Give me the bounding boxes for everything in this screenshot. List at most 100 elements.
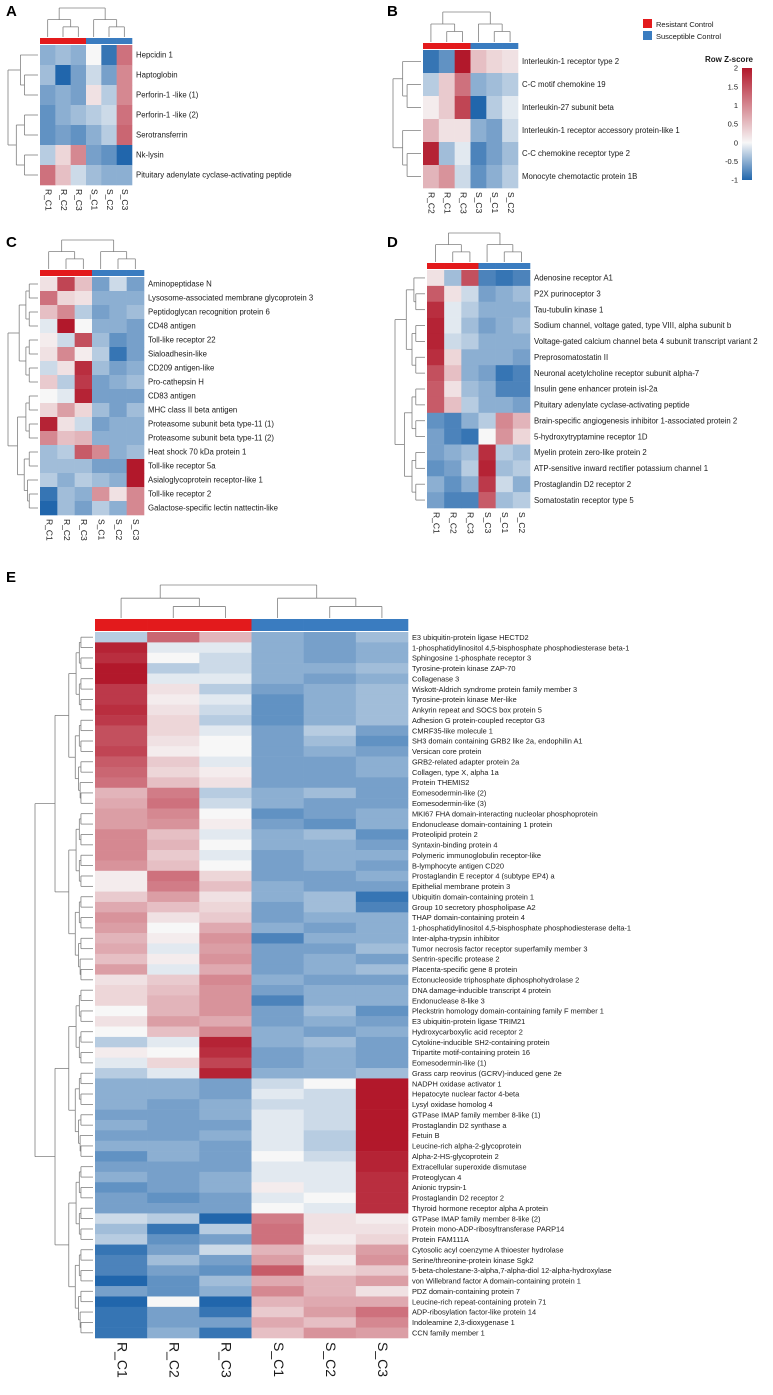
heatmap-cell — [303, 818, 357, 830]
group-bar-resistant — [55, 38, 71, 44]
heatmap-cell — [147, 632, 200, 643]
row-label: Protein FAM111A — [412, 1235, 469, 1244]
heatmap-cell — [495, 365, 514, 382]
heatmap-cell — [495, 460, 514, 477]
heatmap-cell — [251, 839, 304, 851]
heatmap-cell — [95, 829, 148, 840]
heatmap-cell — [251, 985, 304, 996]
heatmap-cell — [199, 1099, 252, 1110]
column-label: R_C2 — [449, 512, 459, 534]
heatmap-cell — [199, 901, 252, 913]
heatmap-cell — [95, 1078, 148, 1090]
heatmap-cell — [74, 375, 93, 390]
heatmap-cell — [95, 725, 148, 737]
group-bar-resistant — [438, 43, 455, 49]
row-label: Indoleamine 2,3-dioxygenase 1 — [412, 1318, 515, 1327]
row-label: Serotransferrin — [136, 131, 188, 140]
heatmap-cell — [478, 492, 496, 509]
row-label: Hydroxycarboxylic acid receptor 2 — [412, 1027, 523, 1036]
heatmap-cell — [251, 891, 304, 903]
heatmap-cell — [512, 381, 531, 398]
heatmap-cell — [444, 428, 462, 445]
heatmap-cell — [126, 445, 145, 460]
panel-label-E: E — [6, 569, 16, 586]
heatmap-cell — [355, 1306, 409, 1318]
row-label: Versican core protein — [412, 747, 481, 756]
heatmap-cell — [70, 105, 87, 126]
heatmap-cell — [303, 704, 357, 716]
column-label: S_C3 — [483, 512, 493, 534]
heatmap-cell — [199, 829, 252, 840]
heatmap-cell — [478, 365, 496, 382]
heatmap-cell — [355, 1213, 409, 1225]
heatmap-cell — [303, 1306, 357, 1318]
heatmap-cell — [303, 798, 357, 809]
heatmap-cell — [303, 1171, 357, 1183]
heatmap-cell — [147, 1088, 200, 1100]
heatmap-cell — [57, 333, 75, 348]
heatmap-cell — [355, 1275, 409, 1287]
row-label: NADPH oxidase activator 1 — [412, 1079, 502, 1088]
heatmap-cell — [355, 1182, 409, 1193]
heatmap-cell — [95, 1088, 148, 1100]
heatmap-cell — [355, 756, 409, 768]
heatmap-cell — [147, 663, 200, 674]
heatmap-cell — [199, 933, 252, 944]
heatmap-cell — [147, 943, 200, 955]
row-label: MKI67 FHA domain-interacting nucleolar p… — [412, 809, 598, 818]
heatmap-cell — [199, 694, 252, 705]
heatmap-cell — [199, 1223, 252, 1235]
heatmap-cell — [444, 270, 462, 287]
heatmap-cell — [486, 119, 503, 143]
heatmap-cell — [147, 974, 200, 986]
row-label: Ubiquitin domain-containing protein 1 — [412, 892, 534, 901]
heatmap-cell — [303, 1254, 357, 1266]
group-bar-susceptible — [116, 38, 133, 44]
heatmap-cell — [461, 460, 479, 477]
row-label: Haptoglobin — [136, 71, 178, 80]
heatmap-cell — [86, 105, 102, 126]
heatmap-cell — [109, 347, 127, 362]
heatmap-cell — [251, 818, 304, 830]
group-bar-resistant — [40, 270, 58, 276]
heatmap-cell — [251, 1286, 304, 1297]
heatmap-cell — [147, 1327, 200, 1339]
colorbar-tick-label: 1 — [734, 101, 738, 110]
heatmap-cell — [70, 65, 87, 86]
heatmap-cell — [251, 766, 304, 778]
row-label: 1-phosphatidylinositol 4,5-bisphosphate … — [412, 924, 631, 933]
heatmap-cell — [199, 1088, 252, 1100]
heatmap-cell — [147, 870, 200, 882]
heatmap-cell — [251, 1203, 304, 1214]
group-bar-susceptible — [495, 263, 514, 269]
heatmap-cell — [303, 1182, 357, 1193]
heatmap-cell — [40, 347, 58, 362]
group-bar-resistant — [57, 270, 75, 276]
heatmap-cell — [355, 663, 409, 674]
heatmap-cell — [303, 787, 357, 799]
heatmap-cell — [109, 319, 127, 334]
heatmap-cell — [40, 487, 58, 502]
row-label: Protein mono-ADP-ribosyltransferase PARP… — [412, 1225, 564, 1234]
heatmap-cell — [55, 145, 71, 166]
heatmap-cell — [355, 881, 409, 892]
row-label: 1-phosphatidylinositol 4,5-bisphosphate … — [412, 643, 629, 652]
heatmap-cell — [355, 1078, 409, 1090]
heatmap-cell — [303, 632, 357, 643]
column-label: S_C3 — [131, 519, 141, 541]
row-label: Extracellular superoxide dismutase — [412, 1162, 527, 1171]
heatmap-cell — [461, 492, 479, 509]
row-label: 5-beta-cholestane-3-alpha,7-alpha-diol 1… — [412, 1266, 612, 1275]
heatmap-cell — [355, 912, 409, 924]
heatmap-cell — [251, 964, 304, 975]
heatmap-cell — [495, 333, 514, 350]
row-label: Grass carp reovirus (GCRV)-induced gene … — [412, 1069, 562, 1078]
heatmap-cell — [355, 1047, 409, 1058]
row-label: Insulin gene enhancer protein isl-2a — [534, 385, 658, 394]
heatmap-cell — [251, 652, 304, 664]
heatmap-cell — [423, 73, 440, 97]
heatmap-cell — [355, 1036, 409, 1048]
heatmap-cell — [95, 1317, 148, 1328]
heatmap-cell — [116, 85, 133, 106]
heatmap-cell — [92, 375, 110, 390]
